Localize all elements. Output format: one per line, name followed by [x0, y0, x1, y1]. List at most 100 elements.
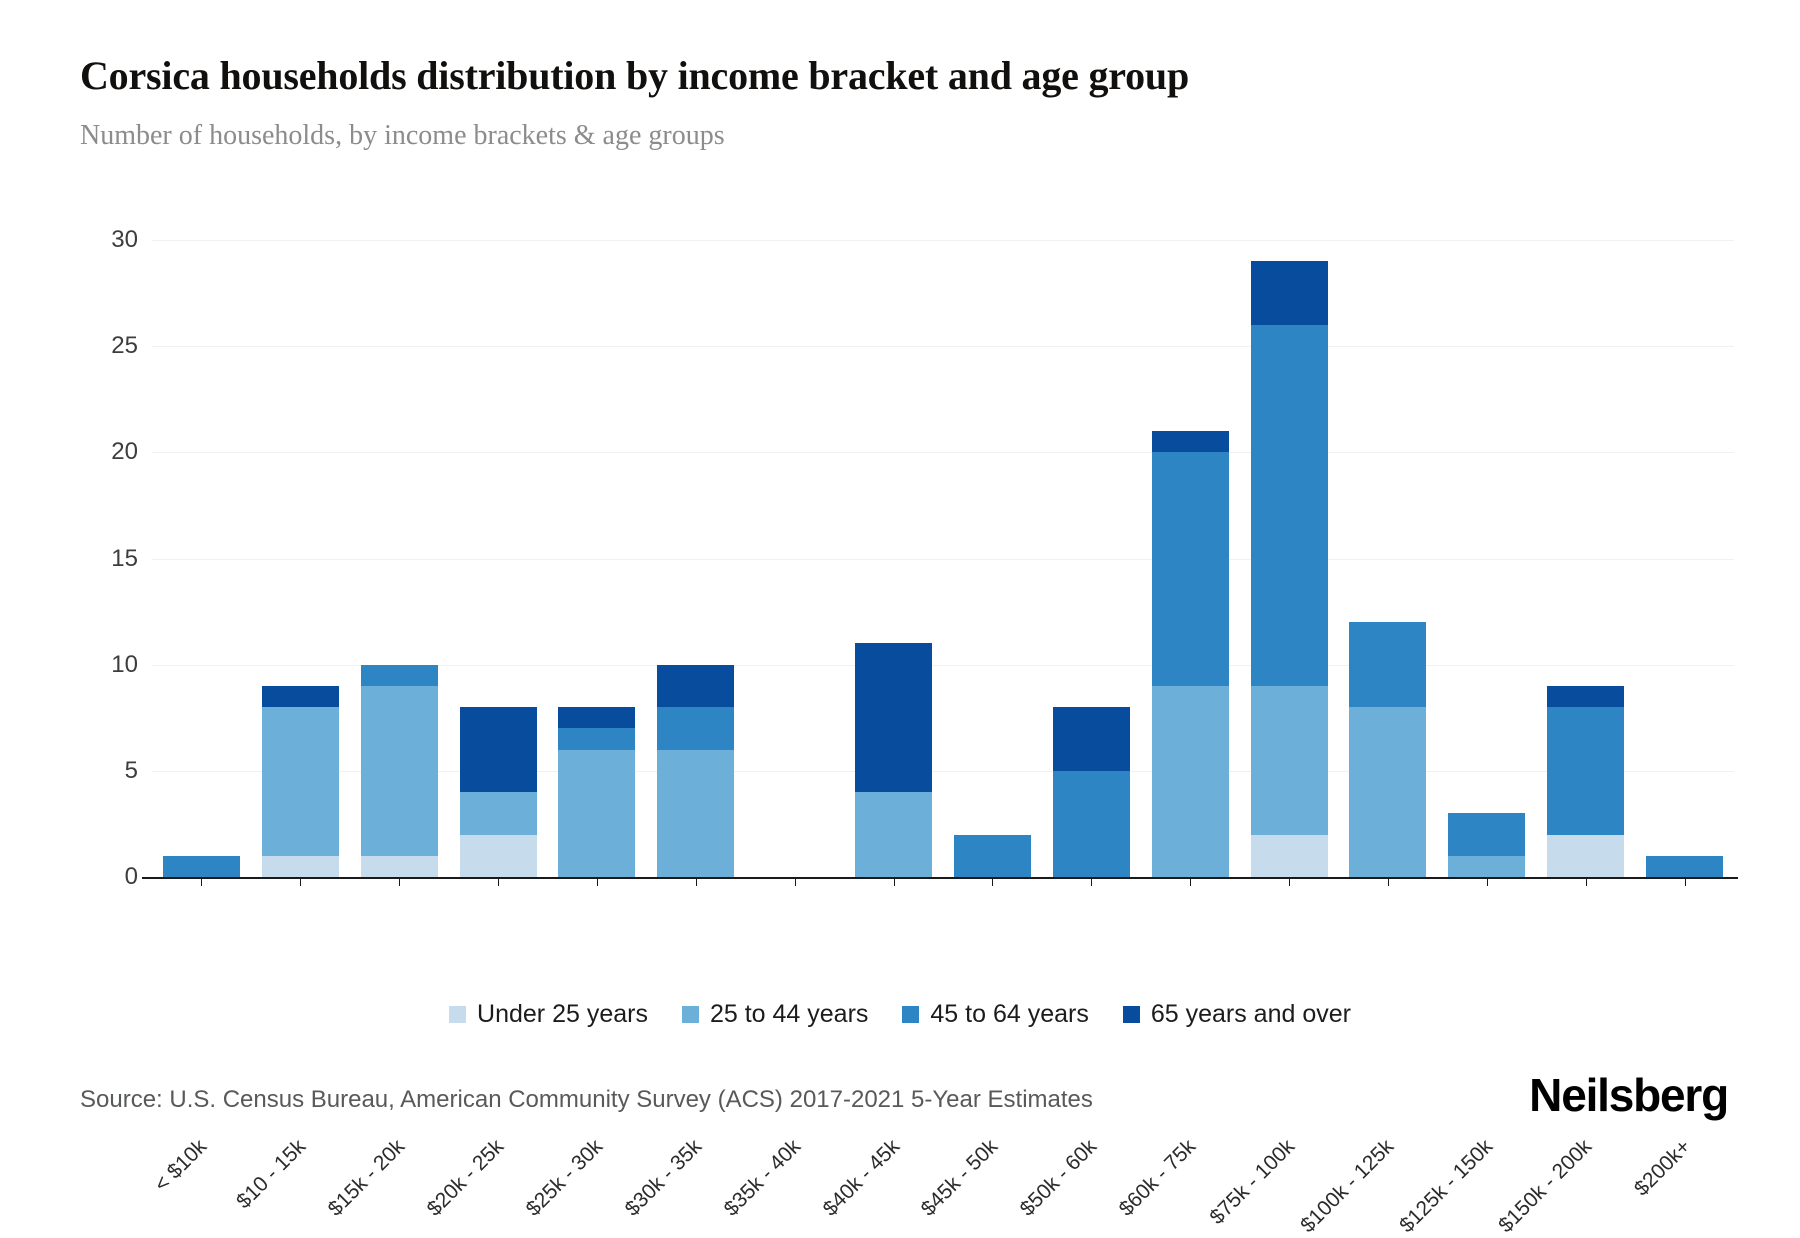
x-axis-tickmark [1289, 877, 1291, 886]
bar-stack[interactable] [459, 240, 537, 886]
bar-segment[interactable] [558, 728, 636, 750]
bar-stack[interactable] [855, 240, 933, 886]
bar-segment[interactable] [1151, 431, 1229, 453]
x-axis-tickmark [695, 877, 697, 886]
x-axis-tickmark [794, 877, 796, 886]
x-axis-label: $35k - 40k [719, 1135, 805, 1221]
y-axis-tick-label: 20 [111, 438, 138, 466]
bar-segment[interactable] [1250, 324, 1328, 686]
bar-stack[interactable] [1250, 240, 1328, 886]
bar-segment[interactable] [360, 685, 438, 856]
bar-segment[interactable] [953, 834, 1031, 877]
legend-swatch-icon [1122, 1006, 1140, 1023]
bar-segment[interactable] [1250, 834, 1328, 877]
bar-segment[interactable] [1052, 770, 1130, 877]
source-note: Source: U.S. Census Bureau, American Com… [80, 1086, 1093, 1113]
page-title: Corsica households distribution by incom… [80, 53, 1190, 98]
bar-stack[interactable] [1547, 240, 1625, 886]
x-axis-label: $150k - 200k [1493, 1135, 1596, 1238]
legend-item[interactable]: 25 to 44 years [681, 1000, 869, 1029]
bar-segment[interactable] [1349, 707, 1427, 877]
y-axis-tick-label: 5 [124, 756, 138, 784]
legend-item[interactable]: 65 years and over [1122, 1000, 1351, 1029]
x-axis-tickmark [1486, 877, 1488, 886]
bar-stack[interactable] [558, 240, 636, 886]
bar-segment[interactable] [855, 643, 933, 793]
bar-segment[interactable] [261, 707, 339, 856]
bar-segment[interactable] [1547, 685, 1625, 708]
bar-stack[interactable] [1052, 240, 1130, 886]
x-axis-tickmark [498, 877, 500, 886]
legend-item-label: 45 to 64 years [930, 1000, 1089, 1028]
x-axis-label: $10 - 15k [232, 1135, 311, 1214]
x-axis-tickmark [201, 877, 203, 886]
bar-segment[interactable] [459, 834, 537, 877]
bar-segment[interactable] [162, 855, 240, 877]
bar-segment[interactable] [459, 792, 537, 835]
x-axis-tickmark [1684, 877, 1686, 886]
bar-segment[interactable] [657, 749, 735, 877]
page-subtitle: Number of households, by income brackets… [80, 120, 725, 151]
bar-segment[interactable] [1151, 452, 1229, 686]
x-axis-label: $40k - 45k [818, 1135, 904, 1221]
x-axis-label: $15k - 20k [323, 1135, 410, 1221]
x-axis-label: $200k+ [1629, 1135, 1695, 1201]
bar-segment[interactable] [855, 792, 933, 877]
bar-segment[interactable] [1349, 622, 1427, 708]
bar-segment[interactable] [1646, 855, 1724, 877]
bar-stack[interactable] [953, 240, 1031, 886]
bar-segment[interactable] [261, 685, 339, 708]
bar-segment[interactable] [558, 749, 636, 877]
bar-stack[interactable] [162, 240, 240, 886]
plot-area: 0 5 10 15 20 25 30 < $10k $10 - 15k $15k - 20k $2… [111, 226, 1738, 1237]
bar-stack[interactable] [1448, 240, 1526, 886]
legend: Under 25 years 25 to 44 years 45 to 64 yea… [0, 1000, 1800, 1029]
bar-stack[interactable] [1349, 240, 1427, 886]
x-axis-label: $125k - 150k [1394, 1135, 1498, 1238]
brand-logo: Neilsberg [1529, 1069, 1729, 1121]
bar-stack[interactable] [1151, 240, 1229, 886]
bar-segment[interactable] [558, 707, 636, 729]
bar-segment[interactable] [459, 707, 537, 793]
legend-swatch-icon [902, 1006, 920, 1023]
bar-segment[interactable] [657, 707, 735, 750]
legend-swatch-icon [681, 1006, 699, 1023]
bar-segment[interactable] [1151, 685, 1229, 877]
bar-stack[interactable] [657, 240, 735, 886]
legend-item[interactable]: Under 25 years [449, 1000, 648, 1029]
bar-segment[interactable] [1052, 707, 1130, 771]
bar-segment[interactable] [360, 664, 438, 686]
x-axis-label: $100k - 125k [1296, 1135, 1399, 1238]
bar-segment[interactable] [360, 855, 438, 877]
x-axis-tickmark [992, 877, 994, 886]
x-axis-label: $45k - 50k [917, 1135, 1003, 1221]
x-axis-line [142, 877, 1738, 879]
bar-segment[interactable] [261, 855, 339, 877]
y-axis-tick-label: 10 [111, 650, 138, 678]
x-axis-tickmark [596, 877, 598, 886]
gridline [152, 452, 1734, 454]
legend-item-label: Under 25 years [477, 1000, 648, 1028]
x-axis-label: $20k - 25k [422, 1135, 509, 1221]
bar-stack[interactable] [1646, 240, 1724, 886]
x-axis-label: $30k - 35k [620, 1135, 707, 1221]
bar-stack[interactable] [756, 240, 833, 886]
bar-segment[interactable] [1250, 261, 1328, 325]
bar-segment[interactable] [1547, 707, 1625, 835]
legend-item[interactable]: 45 to 64 years [902, 1000, 1089, 1029]
bar-segment[interactable] [1448, 855, 1526, 877]
x-axis-label: $60k - 75k [1114, 1135, 1201, 1221]
bar-segment[interactable] [1547, 834, 1625, 877]
legend-item-label: 25 to 44 years [709, 1000, 869, 1028]
x-axis-tickmark [1091, 877, 1093, 886]
bar-stack[interactable] [261, 240, 339, 886]
x-axis-tickmark [1585, 877, 1587, 886]
bar-stack[interactable] [360, 240, 438, 886]
chart-page: Corsica households distribution by incom… [0, 53, 1800, 1237]
x-axis-label: $75k - 100k [1205, 1135, 1300, 1229]
bar-segment[interactable] [657, 664, 735, 708]
x-axis-label: $25k - 30k [521, 1135, 608, 1221]
gridline [152, 346, 1734, 348]
bar-segment[interactable] [1250, 685, 1328, 835]
bar-segment[interactable] [1448, 813, 1526, 856]
